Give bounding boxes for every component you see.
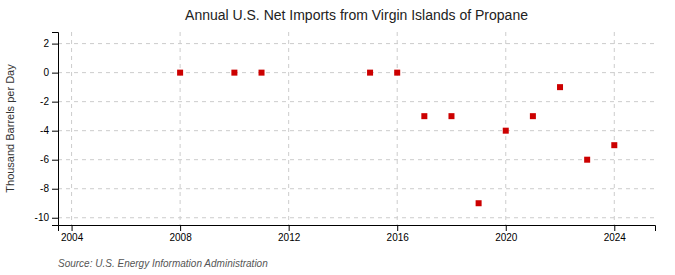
x-tick-label: 2008 (169, 232, 192, 243)
point (231, 70, 237, 76)
annotation: Source: U.S. Energy Information Administ… (58, 258, 268, 269)
x-grid-line (614, 32, 615, 225)
y-grid-line (58, 130, 655, 131)
point (611, 142, 617, 148)
y-axis-title: Thousand Barrels per Day (4, 64, 16, 193)
x-tick: 2016 (387, 225, 410, 243)
y-grid-line (58, 43, 655, 44)
y-tick: -10 (35, 212, 58, 223)
x-tick-label: 2016 (387, 232, 410, 243)
y-grid-line (58, 217, 655, 218)
x-tick: 2004 (61, 225, 84, 243)
x-tick-label: 2004 (61, 232, 84, 243)
y-grid-line (58, 101, 655, 102)
x-tick-mark (506, 225, 507, 231)
y-tick: -8 (40, 183, 58, 194)
y-tick-label: 0 (43, 67, 49, 78)
x-axis-line (59, 226, 656, 232)
y-tick-label: -6 (40, 154, 49, 165)
point (177, 70, 183, 76)
x-tick-label: 2020 (495, 232, 518, 243)
point (530, 113, 536, 119)
y-tick: 2 (43, 38, 58, 49)
x-tick: 2024 (604, 225, 627, 243)
point (259, 70, 265, 76)
y-tick-mark (52, 102, 58, 103)
point (448, 113, 454, 119)
point (367, 70, 373, 76)
y-tick: -6 (40, 154, 58, 165)
y-tick-label: -4 (40, 125, 49, 136)
x-tick-mark (289, 225, 290, 231)
point (557, 84, 563, 90)
y-tick-mark (52, 73, 58, 74)
title: Annual U.S. Net Imports from Virgin Isla… (185, 7, 528, 23)
y-axis-line (52, 33, 59, 226)
chart: 2004 2008 2012 2016 2020 2024 2 0 -2 -4 -6 -8 -10 Ann… (0, 0, 675, 275)
plot-area: 2004 2008 2012 2016 2020 2024 2 0 -2 -4 -6 -8 -10 (35, 32, 656, 243)
y-tick-mark (52, 189, 58, 190)
x-tick-mark (180, 225, 181, 231)
x-tick-label: 2012 (278, 232, 301, 243)
x-tick: 2012 (278, 225, 301, 243)
x-grid-line (288, 32, 289, 225)
y-axis: 2 0 -2 -4 -6 -8 -10 (35, 33, 59, 226)
point (421, 113, 427, 119)
grid (58, 32, 655, 225)
y-tick-mark (52, 131, 58, 132)
y-tick: -2 (40, 96, 58, 107)
y-grid-line (58, 72, 655, 73)
y-tick-label: -10 (35, 212, 50, 223)
x-tick: 2020 (495, 225, 518, 243)
x-tick-mark (614, 225, 615, 231)
y-tick-label: -8 (40, 183, 49, 194)
y-tick: 0 (43, 67, 58, 78)
points (177, 70, 617, 207)
point (476, 200, 482, 206)
x-grid-line (397, 32, 398, 225)
y-tick-label: -2 (40, 96, 49, 107)
y-tick-label: 2 (43, 38, 49, 49)
y-grid-line (58, 159, 655, 160)
x-tick: 2008 (169, 225, 192, 243)
x-tick-mark (397, 225, 398, 231)
point (503, 128, 509, 134)
x-grid-line (71, 32, 72, 225)
x-tick-mark (72, 225, 73, 231)
y-tick-mark (52, 160, 58, 161)
y-tick-mark (52, 44, 58, 45)
y-grid-line (58, 188, 655, 189)
x-axis: 2004 2008 2012 2016 2020 2024 (59, 225, 656, 243)
x-grid-line (180, 32, 181, 225)
point (394, 70, 400, 76)
point (584, 157, 590, 163)
y-tick-mark (52, 218, 58, 219)
y-tick: -4 (40, 125, 58, 136)
x-tick-label: 2024 (604, 232, 627, 243)
